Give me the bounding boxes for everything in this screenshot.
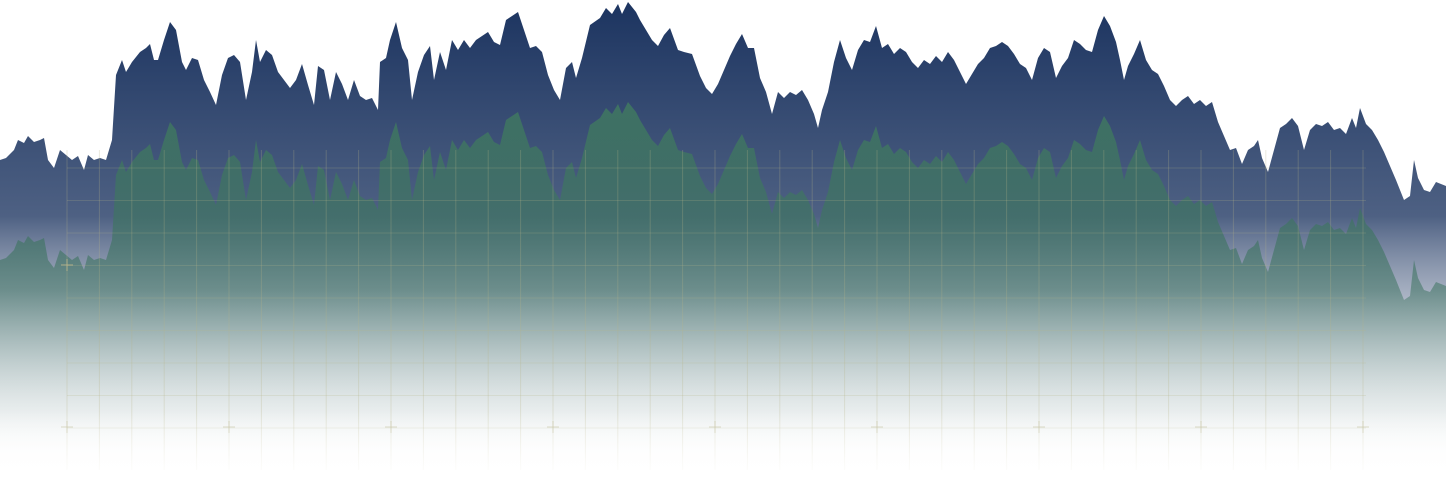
- bottom-fade: [0, 330, 1446, 478]
